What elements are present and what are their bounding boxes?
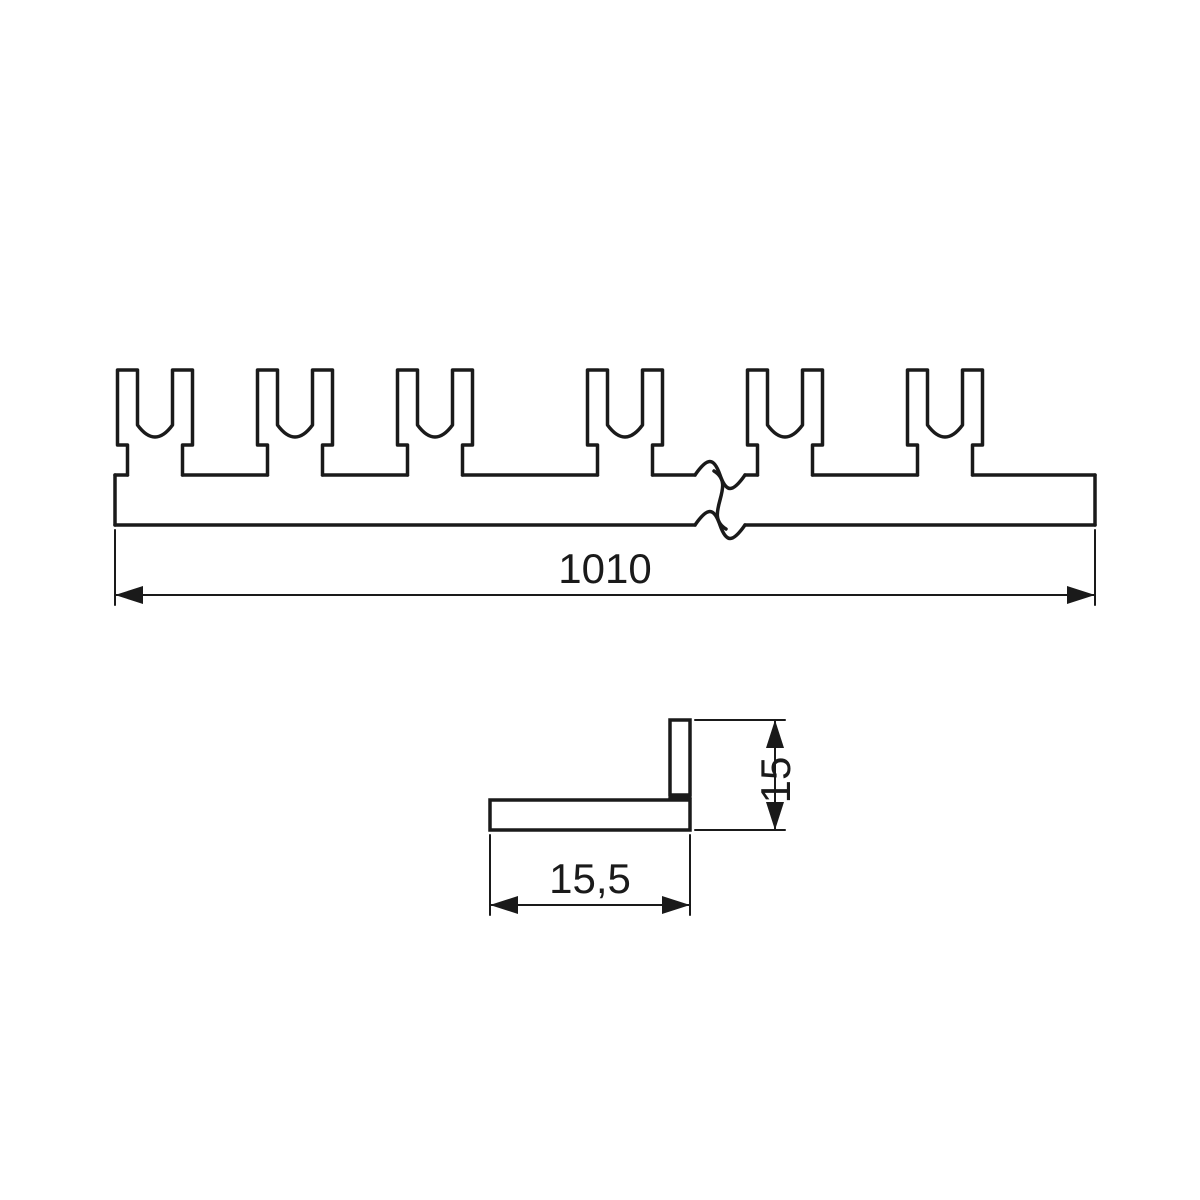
dimension-height: 15 (752, 757, 799, 804)
break-symbol (714, 471, 726, 529)
fork-terminal (748, 370, 823, 475)
side-tab (670, 720, 690, 795)
fork-terminal (588, 370, 663, 475)
fork-terminal (118, 370, 193, 475)
fork-terminal (908, 370, 983, 475)
technical-drawing: 1010 15 15,5 (0, 0, 1200, 1200)
fork-terminal (258, 370, 333, 475)
side-bar (490, 800, 690, 830)
fork-terminal (398, 370, 473, 475)
side-view: 15 15,5 (490, 720, 799, 915)
dimension-width: 15,5 (549, 855, 631, 902)
front-view: 1010 (115, 370, 1095, 605)
dimension-length: 1010 (558, 545, 651, 592)
